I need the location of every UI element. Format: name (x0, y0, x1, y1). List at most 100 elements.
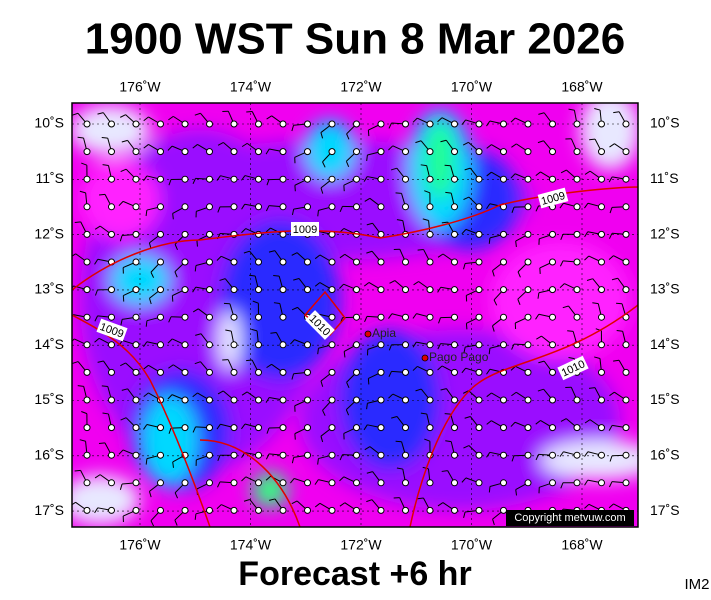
station (83, 506, 91, 514)
barb-flag (322, 410, 326, 416)
station (255, 120, 262, 128)
station (83, 341, 91, 349)
station (622, 286, 630, 294)
barb-flag (486, 452, 491, 458)
station (451, 120, 458, 128)
station (108, 120, 115, 128)
barb-flag (537, 388, 544, 392)
latitude-label-left: 16˚S (34, 447, 64, 463)
barb-flag (265, 205, 270, 212)
station (206, 230, 213, 238)
station (622, 120, 630, 128)
isobar (199, 439, 301, 527)
isobars (72, 186, 638, 527)
station (377, 479, 385, 487)
barb-flag (366, 250, 373, 254)
field-blob (580, 103, 638, 170)
field-blob (340, 330, 440, 470)
station (475, 396, 483, 404)
barb-flag (192, 286, 197, 293)
station (230, 258, 238, 266)
barb-flag (174, 244, 178, 250)
barb-flag (464, 416, 471, 419)
station (108, 286, 115, 294)
station (353, 120, 360, 128)
barb-flag (535, 454, 539, 461)
station (353, 258, 360, 266)
station (304, 258, 311, 266)
barb-flag (293, 277, 300, 281)
latitude-label-left: 12˚S (34, 225, 64, 241)
barb-flag (588, 387, 596, 389)
barb-flag (535, 205, 539, 212)
barb-flag (252, 300, 259, 304)
barb-flag (72, 112, 79, 116)
station (377, 203, 385, 211)
barb-flag (613, 111, 620, 114)
station (132, 479, 140, 487)
station (132, 230, 140, 238)
station (451, 341, 458, 349)
station (132, 396, 140, 404)
station (181, 175, 189, 183)
station (500, 313, 507, 321)
barb-flag (320, 380, 324, 387)
barb-flag (511, 143, 517, 148)
barb-flag (99, 193, 106, 196)
barb-flag (613, 359, 620, 362)
station (426, 120, 434, 128)
barb-flag (437, 253, 444, 258)
barb-flag (74, 221, 81, 223)
barb-flag (265, 475, 271, 481)
place-marker (364, 330, 372, 338)
barb-flag (491, 325, 495, 332)
station (426, 230, 434, 238)
barb-flag (441, 221, 448, 224)
barb-flag (420, 164, 427, 167)
station (108, 424, 115, 432)
barb-flag (388, 393, 394, 399)
station (377, 368, 385, 376)
barb-flag (412, 313, 417, 319)
field-blob (142, 395, 198, 485)
station (83, 148, 91, 156)
barb-flag (148, 491, 152, 498)
station (549, 286, 556, 294)
station (475, 506, 483, 514)
station (549, 341, 556, 349)
barb-flag (219, 278, 226, 281)
barb-flag (102, 164, 109, 167)
barb-flag (517, 298, 521, 305)
barb-flag (241, 391, 248, 396)
station (181, 258, 189, 266)
station (573, 286, 581, 294)
barb-flag (611, 277, 618, 281)
barb-flag (463, 263, 466, 270)
barb-flag (266, 363, 272, 369)
barb-flag (168, 179, 172, 186)
barb-flag (265, 148, 270, 155)
barb-flag (445, 191, 452, 194)
station (524, 451, 532, 459)
station (622, 230, 630, 238)
barb-flag (461, 367, 467, 374)
barb-flag (320, 187, 324, 194)
station (255, 230, 262, 238)
station (108, 175, 115, 183)
station (181, 341, 189, 349)
latitude-label-left: 17˚S (34, 502, 64, 518)
station (475, 451, 483, 459)
station (500, 396, 507, 404)
barb-flag (77, 385, 84, 387)
barb-flag (174, 492, 179, 499)
barb-flag (568, 108, 575, 111)
station (230, 451, 238, 459)
barb-flag (145, 320, 148, 327)
barb-flag (461, 119, 466, 125)
station (524, 230, 532, 238)
barb-flag (438, 317, 441, 324)
barb-flag (346, 133, 350, 140)
station (328, 506, 336, 514)
barb-flag (462, 390, 469, 394)
station (402, 396, 409, 404)
